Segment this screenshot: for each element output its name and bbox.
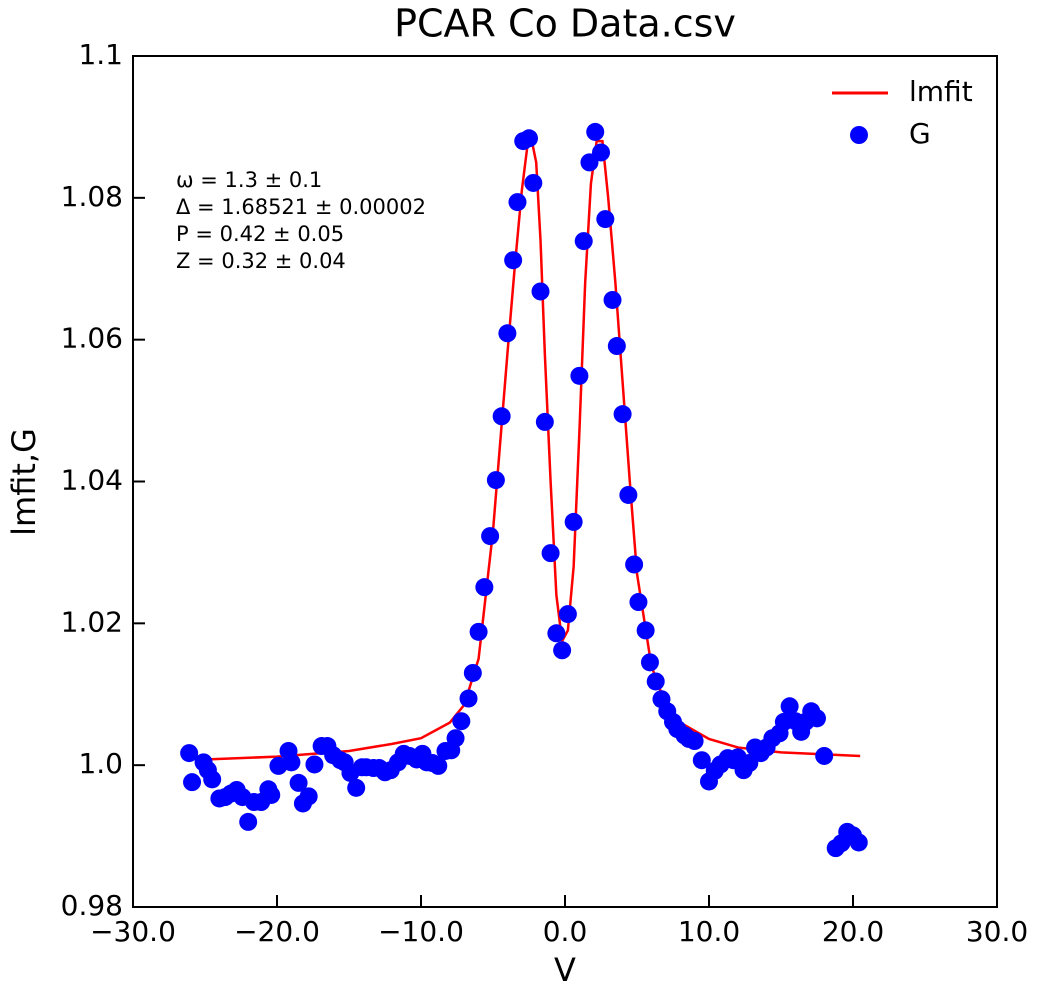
- y-tick-label: 1.1: [78, 38, 123, 71]
- data-point: [815, 746, 834, 765]
- data-point: [347, 778, 366, 797]
- data-point: [520, 129, 538, 148]
- data-point: [535, 412, 554, 431]
- x-tick-label: 20.0: [822, 915, 884, 948]
- data-point: [541, 544, 560, 563]
- plot-frame: [132, 55, 998, 908]
- fit-annotation: Z = 0.32 ± 0.04: [176, 249, 346, 273]
- data-point: [524, 173, 543, 192]
- data-point: [531, 282, 550, 301]
- data-point: [239, 812, 258, 831]
- y-tick-label: 0.98: [61, 889, 123, 922]
- x-axis-label: V: [554, 951, 576, 989]
- data-point: [596, 210, 615, 229]
- data-point: [481, 527, 500, 546]
- data-point: [553, 641, 572, 660]
- y-tick-label: 1.08: [61, 180, 123, 213]
- data-point: [592, 143, 610, 162]
- fit-annotation: Δ = 1.68521 ± 0.00002: [176, 195, 426, 219]
- x-tick-label: −30.0: [90, 915, 176, 948]
- data-point: [849, 833, 868, 852]
- data-point: [607, 337, 626, 356]
- y-tick-label: 1.0: [78, 747, 123, 780]
- x-tick-label: −20.0: [234, 915, 320, 948]
- data-point: [504, 251, 523, 270]
- data-point: [289, 773, 308, 792]
- data-point: [463, 663, 482, 682]
- data-point: [564, 512, 583, 531]
- data-point: [570, 366, 589, 385]
- data-point: [625, 555, 644, 574]
- fit-annotation: P = 0.42 ± 0.05: [176, 222, 344, 246]
- data-point: [452, 712, 471, 731]
- data-point: [547, 624, 566, 643]
- fit-annotation: ω = 1.3 ± 0.1: [176, 168, 322, 192]
- legend-label: lmfit: [909, 75, 973, 108]
- x-tick-label: 10.0: [678, 915, 740, 948]
- legend-label: G: [909, 117, 931, 150]
- y-tick-label: 1.02: [61, 605, 123, 638]
- data-point: [262, 785, 281, 804]
- data-point: [429, 756, 448, 775]
- data-point: [636, 621, 655, 640]
- data-point: [619, 485, 638, 504]
- data-point: [629, 593, 648, 612]
- chart-title: PCAR Co Data.csv: [394, 2, 736, 46]
- data-point: [603, 290, 622, 309]
- data-point: [282, 753, 301, 772]
- data-point: [685, 732, 704, 751]
- data-point: [808, 709, 826, 728]
- data-point: [492, 407, 511, 426]
- y-tick-label: 1.06: [61, 322, 123, 355]
- data-point: [508, 193, 527, 212]
- data-point: [183, 773, 202, 792]
- x-tick-label: 0.0: [543, 915, 588, 948]
- data-point: [446, 729, 465, 748]
- data-point: [692, 751, 711, 770]
- data-point: [469, 622, 488, 641]
- data-point: [203, 770, 222, 789]
- data-point: [646, 672, 665, 691]
- data-point: [558, 605, 577, 624]
- data-point: [299, 787, 318, 806]
- data-point: [475, 578, 494, 597]
- data-point: [586, 122, 605, 141]
- data-point: [613, 405, 632, 424]
- data-point: [305, 755, 324, 774]
- y-axis-label: lmfit,G: [5, 428, 43, 536]
- data-point: [640, 653, 659, 672]
- data-point: [459, 689, 478, 708]
- data-point: [498, 324, 517, 343]
- data-point: [180, 744, 199, 763]
- legend-marker: [850, 126, 868, 144]
- data-point: [780, 697, 799, 716]
- data-point: [486, 471, 505, 490]
- x-tick-label: −10.0: [378, 915, 464, 948]
- x-tick-label: 30.0: [966, 915, 1028, 948]
- data-point: [574, 232, 593, 251]
- y-tick-label: 1.04: [61, 464, 123, 497]
